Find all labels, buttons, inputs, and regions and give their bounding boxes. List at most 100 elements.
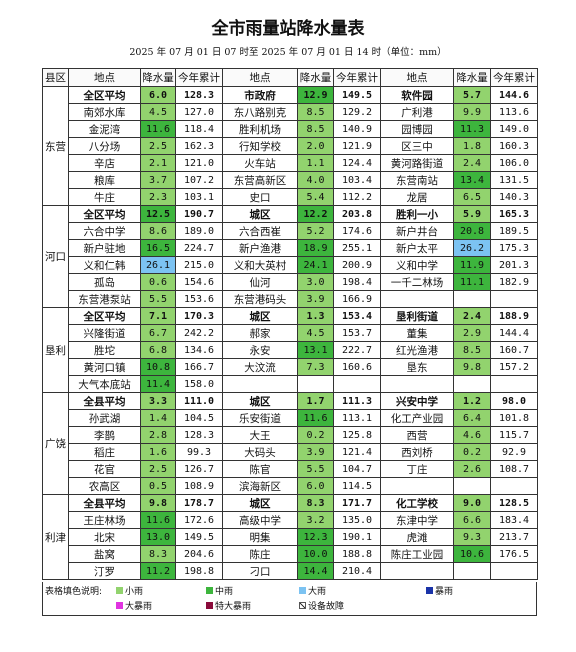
station-cell: 孙武湖	[68, 409, 141, 427]
rain-cell	[297, 375, 334, 393]
district-cell: 河口	[42, 205, 69, 308]
table-row: 兴隆街道 6.7 242.2 郝家 4.5 153.7 董集 2.9 144.4	[43, 324, 538, 342]
rain-cell: 3.9	[297, 290, 334, 308]
rain-cell: 9.8	[453, 358, 491, 376]
rain-cell: 0.2	[297, 426, 334, 444]
total-cell: 210.4	[333, 562, 381, 580]
total-cell: 183.4	[490, 511, 538, 529]
rain-cell: 11.6	[140, 511, 176, 529]
total-cell	[333, 375, 381, 393]
rain-cell: 2.3	[140, 188, 176, 206]
rain-cell: 5.9	[453, 205, 491, 223]
station-cell: 胜利一小	[380, 205, 454, 223]
rain-cell: 1.8	[453, 137, 491, 155]
station-cell	[380, 562, 454, 580]
station-cell: 东津中学	[380, 511, 454, 529]
table-row: 汀罗 11.2 198.8 刁口 14.4 210.4	[43, 562, 538, 580]
station-cell: 红光渔港	[380, 341, 454, 359]
total-cell: 165.3	[490, 205, 538, 223]
table-row: 孤岛 0.6 154.6 仙河 3.0 198.4 一千二林场 11.1 182.9	[43, 273, 538, 291]
rain-cell: 11.6	[297, 409, 334, 427]
total-cell: 107.2	[175, 171, 223, 189]
rain-cell: 5.2	[297, 222, 334, 240]
total-cell: 135.0	[333, 511, 381, 529]
rain-cell: 2.4	[453, 307, 491, 325]
header-cell: 降水量	[140, 68, 176, 87]
header-cell: 地点	[380, 68, 454, 87]
station-cell	[380, 290, 454, 308]
table-row: 北宋 13.0 149.5 明集 12.3 190.1 虎滩 9.3 213.7	[43, 528, 538, 546]
station-cell: 区三中	[380, 137, 454, 155]
rain-cell: 11.4	[140, 375, 176, 393]
rain-cell: 0.5	[140, 477, 176, 495]
rain-cell: 2.4	[453, 154, 491, 172]
station-cell: 义和中学	[380, 256, 454, 274]
total-cell: 171.7	[333, 494, 381, 512]
station-cell: 花官	[68, 460, 141, 478]
rain-cell: 2.1	[140, 154, 176, 172]
legend-swatch	[116, 602, 123, 609]
total-cell: 242.2	[175, 324, 223, 342]
total-cell: 114.5	[333, 477, 381, 495]
total-cell: 144.4	[490, 324, 538, 342]
legend-item: 设备故障	[299, 599, 344, 612]
table-row: 胜坨 6.8 134.6 永安 13.1 222.7 红光渔港 8.5 160.7	[43, 341, 538, 359]
rain-cell: 9.0	[453, 494, 491, 512]
total-cell: 149.0	[490, 120, 538, 138]
station-cell	[222, 375, 298, 393]
total-cell: 128.5	[490, 494, 538, 512]
total-cell: 125.8	[333, 426, 381, 444]
station-cell: 新户驻地	[68, 239, 141, 257]
table-row: 南郊水库 4.5 127.0 东八路别克 8.5 129.2 广利港 9.9 113.6	[43, 103, 538, 121]
station-cell: 八分场	[68, 137, 141, 155]
station-cell: 陈官	[222, 460, 298, 478]
rain-cell: 4.5	[297, 324, 334, 342]
station-cell: 农高区	[68, 477, 141, 495]
station-cell: 化工学校	[380, 494, 454, 512]
rain-cell: 26.2	[453, 239, 491, 257]
rain-cell: 7.3	[297, 358, 334, 376]
total-cell: 127.0	[175, 103, 223, 121]
table-row: 利津 全县平均 9.8 178.7 城区 8.3 171.7 化工学校 9.0 128.5	[42, 494, 538, 580]
station-cell: 黄河口镇	[68, 358, 141, 376]
total-cell: 149.5	[333, 86, 381, 104]
rain-cell: 10.0	[297, 545, 334, 563]
rain-cell: 10.8	[140, 358, 176, 376]
rain-cell: 5.5	[297, 460, 334, 478]
rain-cell: 1.4	[140, 409, 176, 427]
total-cell: 121.0	[175, 154, 223, 172]
total-cell: 103.1	[175, 188, 223, 206]
total-cell: 160.3	[490, 137, 538, 155]
station-cell: 乐安街道	[222, 409, 298, 427]
total-cell: 215.0	[175, 256, 223, 274]
total-cell: 188.9	[490, 307, 538, 325]
total-cell: 222.7	[333, 341, 381, 359]
station-cell: 东营港码头	[222, 290, 298, 308]
header-cell: 地点	[68, 68, 141, 87]
header-cell: 今年累计	[175, 68, 223, 87]
table-row: 八分场 2.5 162.3 行知学校 2.0 121.9 区三中 1.8 160.3	[43, 137, 538, 155]
total-cell	[490, 562, 538, 580]
table-row: 大气本底站 11.4 158.0	[43, 375, 538, 393]
station-cell: 陈庄工业园	[380, 545, 454, 563]
subtitle: 2025 年 07 月 01 日 07 时至 2025 年 07 月 01 日 …	[129, 47, 447, 58]
rain-cell: 4.5	[140, 103, 176, 121]
station-cell: 全县平均	[68, 392, 141, 410]
rain-cell: 0.2	[453, 443, 491, 461]
rain-cell: 2.9	[453, 324, 491, 342]
station-cell: 化工产业园	[380, 409, 454, 427]
total-cell: 115.7	[490, 426, 538, 444]
station-cell: 东营港泵站	[68, 290, 141, 308]
table-row: 垦利 全区平均 7.1 170.3 城区 1.3 153.4 垦利街道 2.4 188.9	[42, 307, 538, 393]
total-cell: 198.8	[175, 562, 223, 580]
station-cell: 新户渔港	[222, 239, 298, 257]
station-cell: 李鹊	[68, 426, 141, 444]
total-cell: 190.1	[333, 528, 381, 546]
station-cell: 辛店	[68, 154, 141, 172]
rain-cell: 11.3	[453, 120, 491, 138]
table-row: 黄河口镇 10.8 166.7 大汶流 7.3 160.6 垦东 9.8 157.2	[43, 358, 538, 376]
total-cell: 128.3	[175, 426, 223, 444]
legend-text: 暴雨	[435, 587, 454, 597]
rain-cell: 6.5	[453, 188, 491, 206]
total-cell: 170.3	[175, 307, 223, 325]
